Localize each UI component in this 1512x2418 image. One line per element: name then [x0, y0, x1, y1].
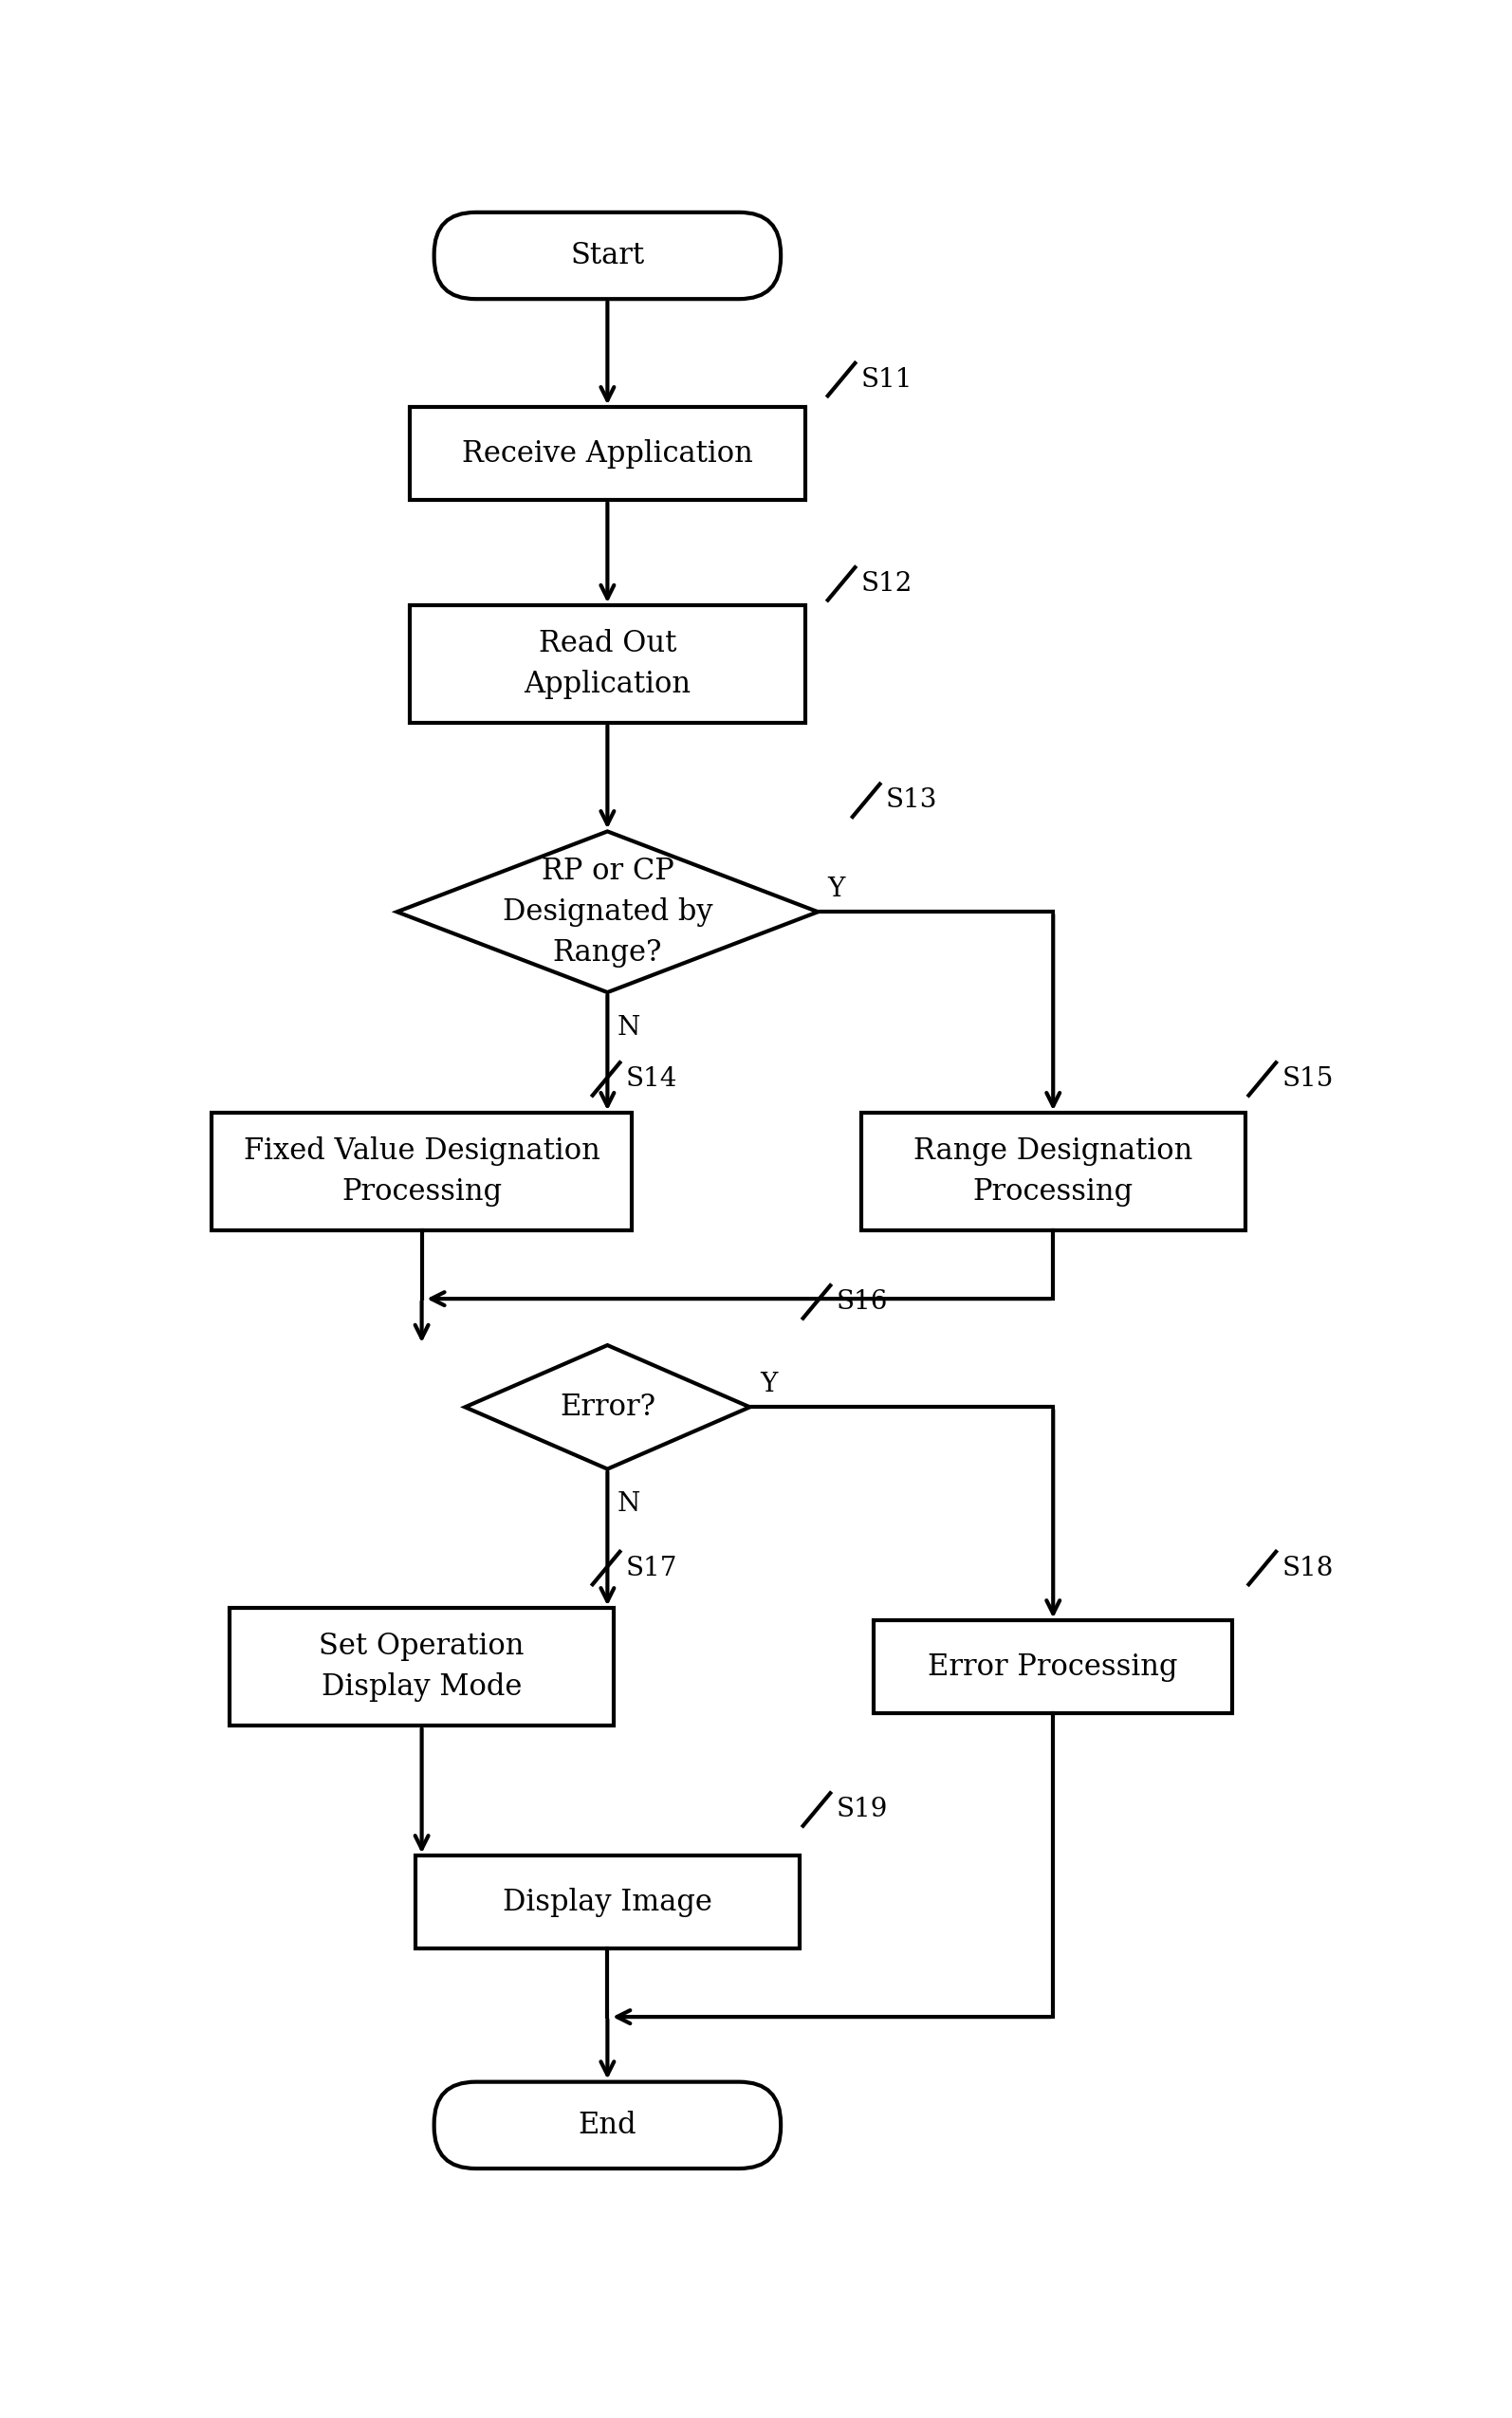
Bar [212, 1112, 632, 1231]
Text: S13: S13 [886, 788, 937, 812]
Text: Set Operation
Display Mode: Set Operation Display Mode [319, 1632, 525, 1702]
Text: S15: S15 [1282, 1066, 1334, 1093]
Text: Range Designation
Processing: Range Designation Processing [913, 1136, 1193, 1207]
Text: N: N [617, 1016, 641, 1040]
Bar [410, 406, 806, 501]
Text: Start: Start [570, 242, 644, 271]
Text: Receive Application: Receive Application [461, 440, 753, 469]
Text: Read Out
Application: Read Out Application [523, 629, 691, 699]
Text: End: End [578, 2111, 637, 2140]
FancyBboxPatch shape [434, 2082, 780, 2169]
Text: S14: S14 [626, 1066, 677, 1093]
Polygon shape [466, 1344, 750, 1470]
Bar [230, 1608, 614, 1726]
Text: S16: S16 [836, 1289, 888, 1315]
Bar [862, 1112, 1244, 1231]
Text: S18: S18 [1282, 1555, 1334, 1581]
Bar [416, 1857, 800, 1949]
Text: Error Processing: Error Processing [928, 1651, 1178, 1683]
Text: Error?: Error? [559, 1393, 655, 1422]
Text: Y: Y [759, 1371, 777, 1398]
Text: RP or CP
Designated by
Range?: RP or CP Designated by Range? [502, 856, 712, 967]
Text: Y: Y [827, 875, 845, 902]
Polygon shape [398, 832, 818, 991]
FancyBboxPatch shape [434, 213, 780, 300]
Text: S19: S19 [836, 1797, 888, 1823]
Text: S12: S12 [862, 571, 913, 597]
Text: Display Image: Display Image [502, 1888, 712, 1917]
Text: N: N [617, 1492, 641, 1516]
Bar [410, 604, 806, 723]
Text: Fixed Value Designation
Processing: Fixed Value Designation Processing [243, 1136, 600, 1207]
Bar [874, 1620, 1232, 1714]
Text: S17: S17 [626, 1555, 677, 1581]
Text: S11: S11 [862, 368, 913, 392]
